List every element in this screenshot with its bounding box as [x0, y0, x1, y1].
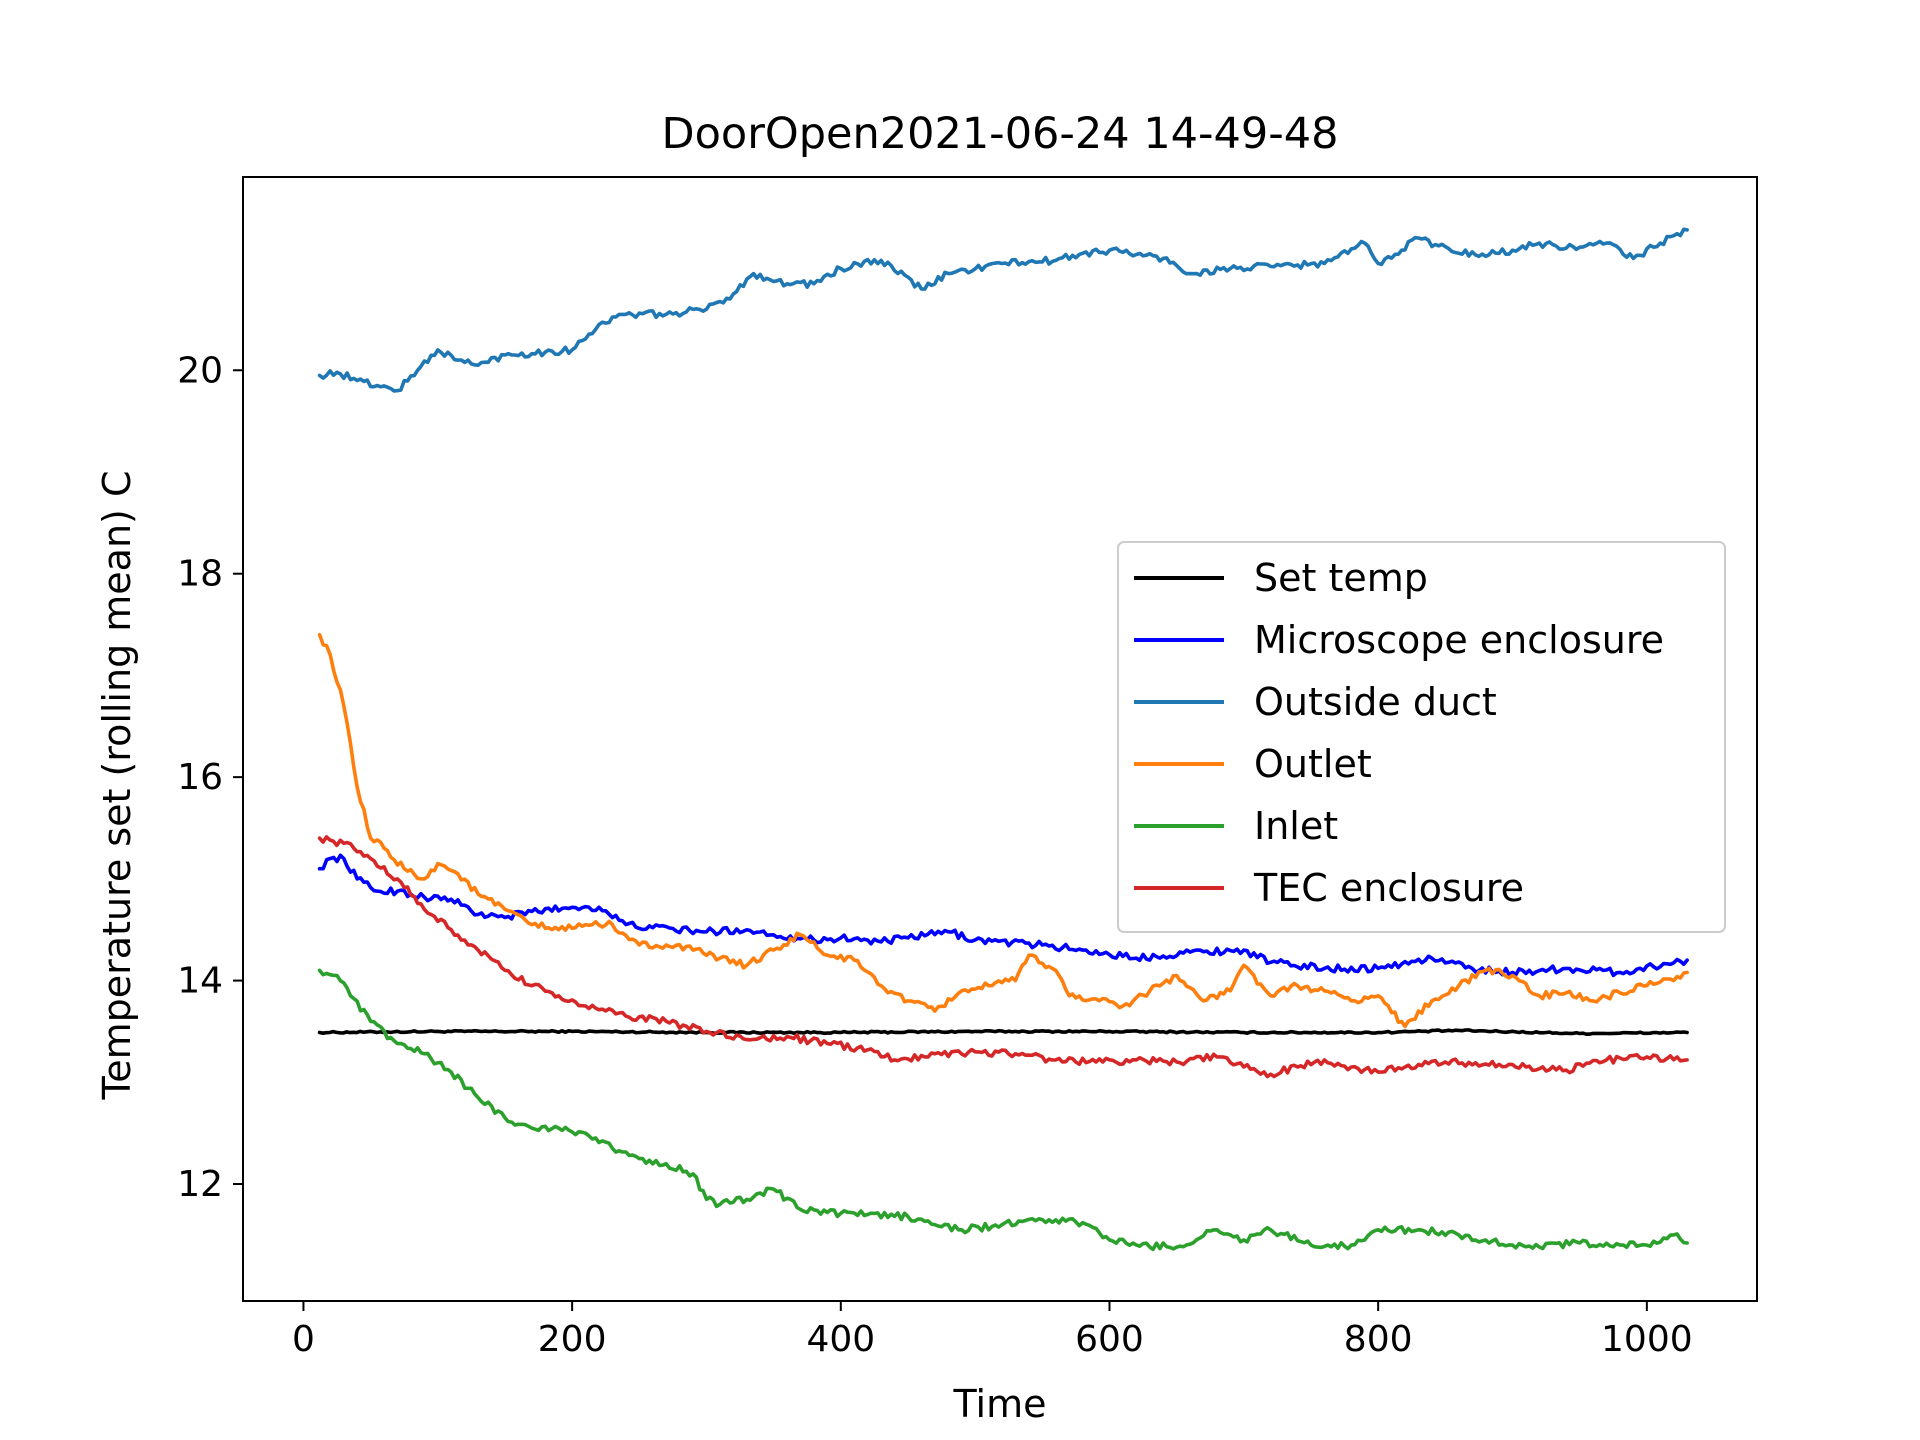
y-tick-label: 18 — [177, 554, 223, 595]
y-tick-label: 14 — [177, 961, 223, 1002]
legend-box — [1117, 541, 1726, 933]
legend-label-set-temp: Set temp — [1254, 556, 1428, 600]
plot-frame — [242, 176, 1758, 1302]
x-axis-label: Time — [953, 1382, 1047, 1426]
axes: 0 200 400 600 800 1000 12 14 16 18 20 — [177, 350, 1692, 1360]
legend-label-outlet: Outlet — [1254, 742, 1372, 786]
y-axis-label: Temperature set (rolling mean) C — [95, 471, 139, 1101]
series-line-microscope-enclosure — [317, 853, 1689, 978]
legend: Set temp Microscope enclosure Outside duct… — [1117, 541, 1726, 933]
y-tick-label: 16 — [177, 757, 223, 798]
legend-label-tec-enclosure: TEC enclosure — [1253, 866, 1524, 910]
legend-label-microscope-enclosure: Microscope enclosure — [1254, 618, 1664, 662]
series-line-inlet — [317, 968, 1689, 1252]
series-line-outside-duct — [317, 227, 1689, 393]
x-tick-label: 600 — [1075, 1319, 1144, 1360]
x-tick-label: 400 — [806, 1319, 875, 1360]
x-tick-label: 200 — [538, 1319, 607, 1360]
series-line-outlet — [317, 632, 1689, 1029]
series-line-set-temp — [317, 1028, 1689, 1036]
legend-label-inlet: Inlet — [1254, 804, 1338, 848]
series-line-tec-enclosure — [317, 835, 1689, 1079]
y-tick-label: 12 — [177, 1164, 223, 1205]
legend-label-outside-duct: Outside duct — [1254, 680, 1497, 724]
x-tick-label: 0 — [292, 1319, 315, 1360]
chart-title: DoorOpen2021-06-24 14-49-48 — [662, 109, 1339, 159]
x-tick-label: 1000 — [1601, 1319, 1693, 1360]
series-lines — [317, 227, 1689, 1252]
x-tick-label: 800 — [1344, 1319, 1413, 1360]
plot-area-border — [242, 176, 1758, 1302]
y-tick-label: 20 — [177, 350, 223, 391]
